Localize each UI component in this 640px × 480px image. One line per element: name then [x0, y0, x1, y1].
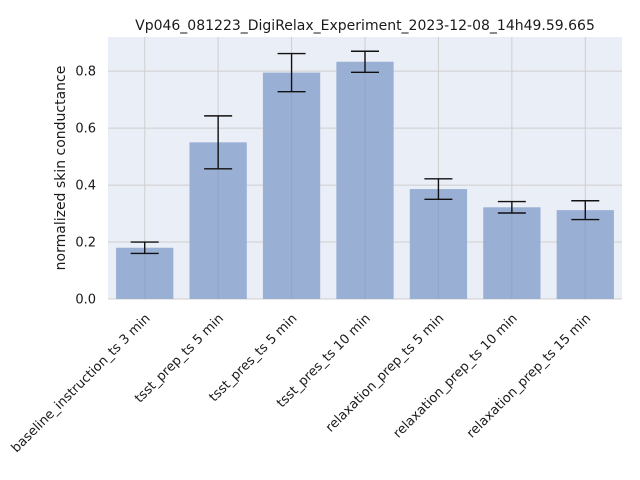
y-tick-label: 0.6 — [75, 122, 96, 137]
y-tick-label: 0.8 — [75, 65, 96, 80]
error-bar — [497, 200, 526, 214]
bars — [116, 61, 614, 299]
x-tick-label: relaxation_prep_ts 5 min — [323, 311, 447, 435]
x-axis-ticks: baseline_instruction_ts 3 mintsst_prep_t… — [9, 311, 594, 456]
error-bar — [571, 200, 600, 221]
x-tick-label: relaxation_prep_ts 10 min — [391, 311, 521, 441]
chart-title: Vp046_081223_DigiRelax_Experiment_2023-1… — [135, 18, 595, 34]
error-bar — [130, 241, 159, 255]
x-tick-label: baseline_instruction_ts 3 min — [9, 311, 154, 456]
y-axis-label: normalized skin conductance — [53, 66, 69, 271]
y-axis-ticks: 0.0 0.2 0.4 0.6 0.8 — [75, 65, 96, 308]
error-bar — [351, 50, 379, 74]
error-bar — [204, 115, 233, 170]
x-tick-label: relaxation_prep_ts 15 min — [464, 311, 594, 441]
error-bar — [424, 178, 453, 201]
y-tick-label: 0.0 — [75, 293, 96, 308]
error-bar — [277, 52, 306, 93]
error-bars — [130, 50, 600, 255]
y-tick-label: 0.4 — [75, 179, 96, 194]
y-tick-label: 0.2 — [75, 236, 96, 251]
